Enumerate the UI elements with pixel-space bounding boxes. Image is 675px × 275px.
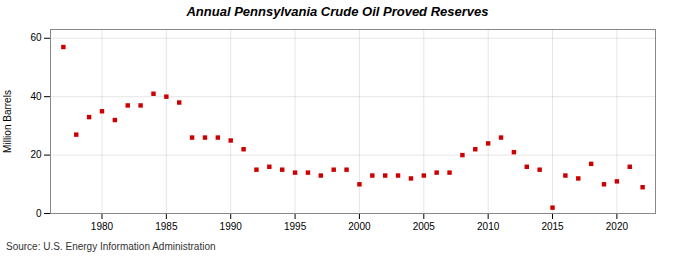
svg-text:1980: 1980 — [91, 221, 114, 232]
svg-text:2020: 2020 — [606, 221, 629, 232]
svg-text:40: 40 — [30, 91, 42, 102]
svg-text:20: 20 — [30, 149, 42, 160]
svg-text:1990: 1990 — [220, 221, 243, 232]
svg-text:1995: 1995 — [284, 221, 307, 232]
html-text:Annual Pennsylvania Crude Oil: Annual Pennsylvania Crude Oil Proved Res… — [186, 4, 489, 19]
html-text:Source: U.S. Energy Informatio: Source: U.S. Energy Information Administ… — [6, 241, 216, 252]
svg-text:2000: 2000 — [348, 221, 371, 232]
svg-text:2010: 2010 — [477, 221, 500, 232]
svg-text:2005: 2005 — [413, 221, 436, 232]
svg-text:0: 0 — [36, 208, 42, 219]
svg-text:60: 60 — [30, 32, 42, 43]
svg-text:1985: 1985 — [155, 221, 178, 232]
svg-text:Million Barrels: Million Barrels — [2, 90, 13, 153]
svg-text:2015: 2015 — [541, 221, 564, 232]
